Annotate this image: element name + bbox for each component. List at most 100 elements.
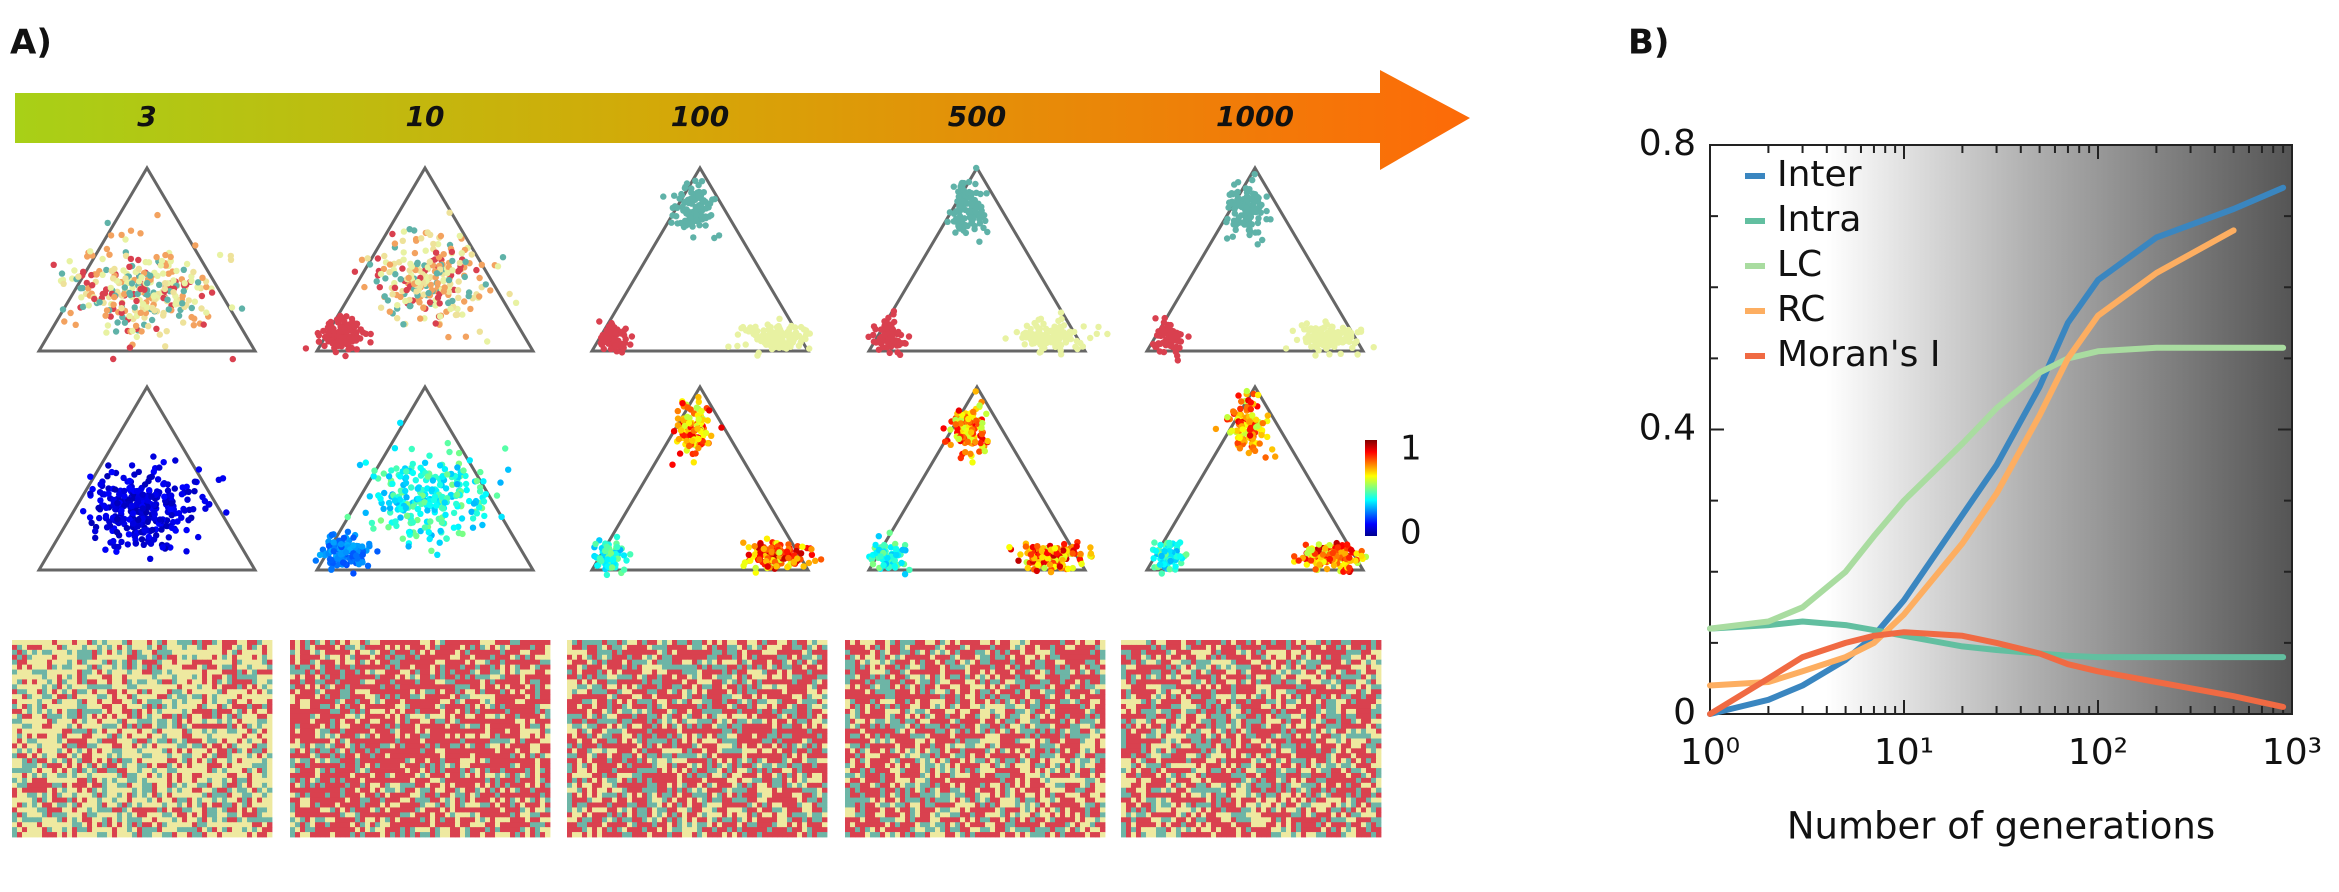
lattice-cell — [212, 753, 218, 759]
lattice-cell — [27, 689, 33, 695]
lattice-cell — [92, 772, 98, 779]
lattice-cell — [137, 694, 143, 700]
scatter-dot — [135, 516, 142, 524]
lattice-cell — [67, 644, 73, 651]
scatter-dot — [377, 304, 385, 311]
lattice-cell — [147, 649, 153, 656]
lattice-cell — [82, 654, 88, 661]
scatter-dot — [417, 315, 424, 322]
scatter-dot — [99, 491, 107, 498]
lattice-cell — [197, 777, 203, 784]
lattice-cell — [147, 669, 153, 675]
scatter-dot — [128, 462, 136, 469]
scatter-dot — [199, 274, 206, 281]
lattice-cell — [142, 748, 148, 754]
lattice-cell — [102, 664, 108, 670]
lattice-cell — [187, 654, 193, 661]
lattice-cell — [97, 772, 103, 779]
scatter-dot — [170, 289, 177, 296]
lattice-cell — [247, 777, 253, 784]
scatter-dot — [128, 280, 136, 287]
scatter-dot — [797, 323, 805, 331]
lattice-cell — [152, 777, 158, 784]
lattice-cell — [157, 708, 163, 715]
lattice-cell — [172, 674, 178, 680]
lattice-cell — [67, 782, 73, 789]
lattice-cell — [92, 718, 98, 725]
lattice-cell — [132, 699, 138, 705]
lattice-cell — [22, 654, 28, 661]
lattice-cell — [77, 753, 83, 759]
lattice-cell — [137, 733, 143, 739]
lattice-cell — [257, 644, 263, 651]
lattice-cell — [107, 684, 113, 690]
lattice-cell — [67, 733, 73, 739]
lattice-cell — [152, 694, 158, 700]
scatter-dot — [1243, 387, 1251, 395]
scatter-dot — [476, 488, 484, 495]
lattice-cell — [232, 659, 238, 666]
scatter-dot — [358, 256, 366, 263]
scatter-dot — [92, 528, 99, 535]
lattice-cell — [52, 644, 58, 651]
lattice-cell — [212, 689, 218, 695]
lattice-cell — [187, 787, 193, 794]
scatter-dot — [168, 512, 175, 519]
lattice-cell — [27, 708, 33, 715]
lattice-cell — [127, 664, 133, 670]
lattice-cell — [222, 787, 228, 794]
lattice-cell — [187, 718, 193, 725]
lattice-cell — [247, 768, 253, 774]
scatter-dot — [402, 474, 410, 481]
lattice-cell — [97, 797, 103, 803]
lattice-cell — [142, 704, 148, 710]
lattice-cell — [87, 664, 93, 670]
scatter-dot — [1243, 189, 1251, 196]
lattice-cell — [42, 733, 48, 739]
lattice-cell — [267, 704, 273, 710]
scatter-dot — [377, 270, 385, 278]
lattice-cell — [247, 659, 253, 666]
lattice-cell — [27, 723, 33, 730]
lattice-cell — [122, 669, 128, 675]
scatter-dot — [67, 309, 74, 317]
lattice-cell — [107, 704, 113, 710]
scatter-dot — [1304, 326, 1311, 333]
lattice-cell — [237, 708, 243, 715]
scatter-dot — [163, 328, 170, 335]
lattice-cell — [157, 718, 163, 725]
lattice-cell — [107, 782, 113, 789]
lattice-cell — [77, 708, 83, 715]
scatter-dot — [381, 252, 388, 260]
lattice-cell — [247, 644, 253, 651]
lattice-cell — [132, 728, 138, 734]
lattice-cell — [217, 694, 223, 700]
lattice-cell — [132, 743, 138, 749]
lattice-cell — [217, 782, 223, 789]
scatter-dot — [1060, 547, 1067, 554]
lattice-cell — [197, 708, 203, 715]
lattice-cell — [167, 753, 173, 759]
scatter-dot — [434, 551, 441, 558]
lattice-cell — [92, 787, 98, 794]
lattice-cell — [132, 649, 138, 656]
lattice-cell — [32, 699, 38, 705]
lattice-cell — [117, 733, 123, 739]
scatter-dot — [129, 510, 137, 517]
lattice-cell — [62, 768, 68, 774]
scatter-dot — [1166, 539, 1173, 547]
lattice-cell — [247, 704, 253, 710]
lattice-cell — [27, 684, 33, 690]
lattice-cell — [182, 758, 188, 764]
lattice-cell — [112, 748, 118, 754]
scatter-dot — [131, 471, 138, 478]
lattice-cell — [252, 649, 258, 656]
lattice-cell — [217, 704, 223, 710]
lattice-cell — [22, 768, 28, 774]
lattice-cell — [87, 797, 93, 803]
scatter-dot — [1272, 453, 1279, 460]
lattice-cell — [257, 704, 263, 710]
lattice-cell — [47, 679, 53, 685]
lattice-cell — [32, 684, 38, 690]
lattice-cell — [207, 733, 213, 739]
